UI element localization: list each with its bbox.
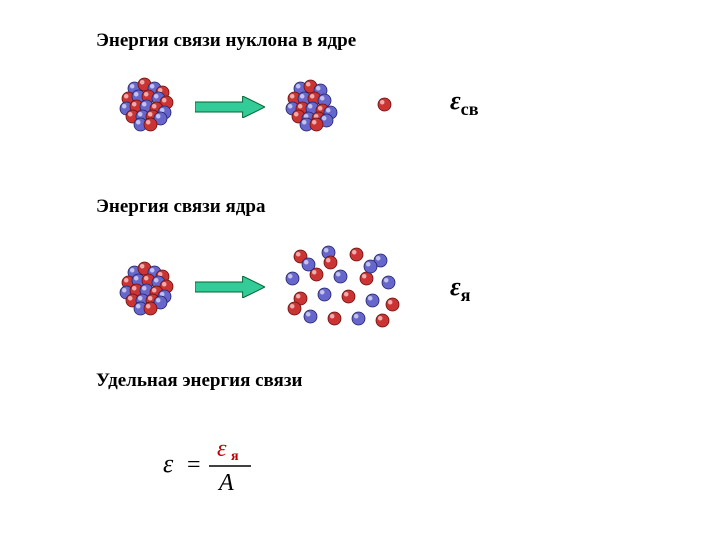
formula-specific-binding-energy: ε = ε я A (155, 430, 295, 505)
heading-1: Энергия связи нуклона в ядре (96, 30, 356, 52)
nucleus-cluster-minus-one (284, 78, 339, 133)
arrow-icon (195, 96, 265, 118)
heading-2: Энергия связи ядра (96, 196, 265, 218)
formula-svg: ε = ε я A (155, 430, 295, 500)
heading-3: Удельная энергия связи (96, 370, 302, 392)
epsilon-subscript: св (461, 99, 479, 119)
label-epsilon-ya: εя (450, 272, 471, 306)
epsilon-symbol: ε (450, 86, 461, 115)
epsilon-subscript: я (461, 285, 471, 305)
formula-numerator: ε (217, 436, 227, 462)
arrow-icon (195, 276, 265, 298)
formula-equals: = (187, 452, 201, 478)
nucleus-cluster (118, 76, 175, 133)
dispersed-nucleons (284, 244, 401, 329)
label-epsilon-sv: εсв (450, 86, 479, 120)
nucleus-cluster (118, 260, 175, 317)
page: Энергия связи нуклона в ядре Энергия свя… (0, 0, 720, 540)
formula-numerator-sub: я (231, 449, 239, 464)
formula-lhs: ε (163, 449, 174, 478)
formula-denominator: A (217, 470, 234, 496)
single-nucleon (376, 96, 393, 113)
epsilon-symbol: ε (450, 272, 461, 301)
